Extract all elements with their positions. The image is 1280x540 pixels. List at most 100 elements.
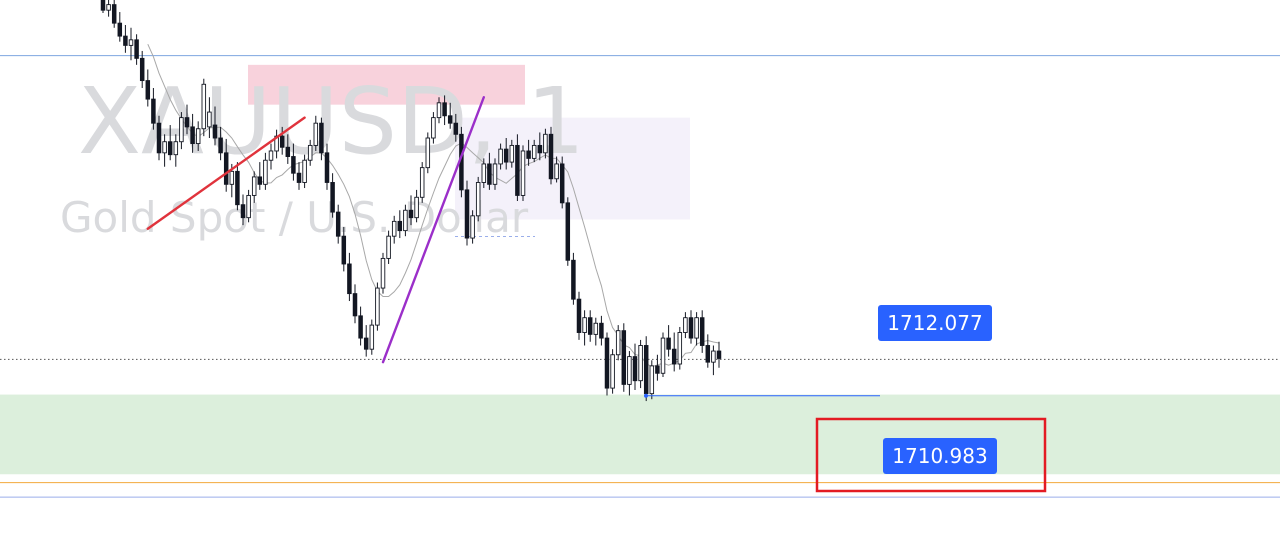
candle-body: [235, 170, 240, 206]
candle: [195, 121, 201, 151]
candle: [447, 102, 453, 129]
candle: [291, 143, 296, 181]
candle: [436, 97, 442, 124]
candle: [481, 158, 487, 189]
candle-body: [711, 350, 716, 363]
candle: [375, 282, 380, 331]
candle: [408, 195, 414, 226]
candle: [386, 230, 391, 264]
candle-body: [123, 35, 128, 46]
candle-body: [307, 144, 313, 161]
candle: [526, 139, 531, 166]
candle-body: [403, 209, 408, 232]
candle-body: [487, 163, 492, 185]
candle: [694, 312, 699, 346]
candle-body: [223, 152, 229, 185]
candle: [330, 173, 335, 218]
candle-body: [240, 204, 246, 219]
candle: [649, 360, 655, 400]
candle-body: [655, 365, 660, 374]
candle-body: [548, 133, 554, 180]
watermark-description: Gold Spot / U.S. Dollar: [60, 193, 529, 242]
candle: [319, 117, 324, 161]
candle: [425, 132, 431, 174]
price-label-swing-low-text: 1712.077: [887, 311, 982, 335]
candle: [190, 113, 195, 153]
candle: [251, 171, 257, 203]
candle-body: [229, 170, 235, 185]
candle: [403, 204, 408, 237]
candle: [554, 156, 559, 183]
candle: [632, 343, 638, 390]
candle-body: [559, 163, 565, 204]
candle-body: [246, 194, 251, 219]
candle: [139, 50, 145, 88]
candle-body: [425, 137, 431, 169]
candle-body: [475, 182, 481, 217]
candle-body: [515, 144, 520, 196]
candle: [134, 34, 139, 65]
demand-zone[interactable]: [0, 394, 1280, 475]
candle-body: [660, 337, 666, 374]
candle: [705, 334, 711, 368]
candle-body: [100, 0, 106, 11]
candle-body: [716, 350, 722, 359]
candle-body: [369, 324, 375, 350]
candle-body: [324, 152, 330, 183]
candle: [352, 284, 358, 324]
candle-body: [604, 337, 610, 389]
candle: [470, 210, 475, 244]
candle-body: [212, 124, 218, 139]
candle-body: [531, 144, 537, 159]
candle-body: [391, 220, 397, 237]
swing-low-anchor[interactable]: [644, 393, 648, 398]
candle-body: [145, 80, 151, 100]
candle-body: [296, 172, 302, 183]
candle: [711, 345, 716, 376]
price-label-target-text: 1710.983: [892, 444, 987, 468]
candle-body: [207, 111, 212, 128]
candle: [442, 95, 447, 126]
candle: [173, 134, 179, 167]
candle-body: [302, 159, 307, 183]
candle-body: [162, 141, 167, 154]
candle-body: [615, 330, 621, 356]
candle: [156, 115, 162, 161]
candle-body: [352, 293, 358, 317]
candle-body: [442, 102, 447, 117]
candle-body: [526, 150, 531, 159]
red-uptrend-line[interactable]: [146, 116, 306, 230]
candle: [335, 204, 341, 244]
target-highlight-box[interactable]: [815, 417, 1047, 493]
candle: [167, 125, 173, 161]
candle: [207, 97, 212, 139]
candle-body: [627, 356, 632, 385]
candle: [268, 143, 274, 170]
price-label-target[interactable]: 1710.983: [883, 438, 997, 474]
purple-uptrend-line[interactable]: [381, 96, 485, 364]
candle-body: [257, 176, 263, 185]
candle-body: [447, 115, 453, 124]
candle: [515, 134, 520, 201]
candle-body: [218, 137, 223, 154]
price-label-swing-low-bg: [878, 305, 992, 341]
candle: [565, 197, 571, 266]
price-label-swing-low[interactable]: 1712.077: [878, 305, 992, 341]
candle: [380, 252, 386, 294]
candle: [537, 132, 543, 161]
supply-zone[interactable]: [248, 64, 525, 105]
zones-layer: [0, 64, 1280, 475]
candle-body: [128, 39, 134, 46]
candle-body: [610, 354, 615, 389]
candle-body: [268, 150, 274, 161]
candle: [212, 106, 218, 146]
candle-body: [167, 141, 173, 156]
candle: [145, 69, 151, 107]
candle: [246, 189, 251, 223]
candle-body: [470, 215, 475, 239]
candle-body: [151, 98, 156, 124]
candle: [296, 162, 302, 190]
candle-body: [543, 133, 548, 154]
